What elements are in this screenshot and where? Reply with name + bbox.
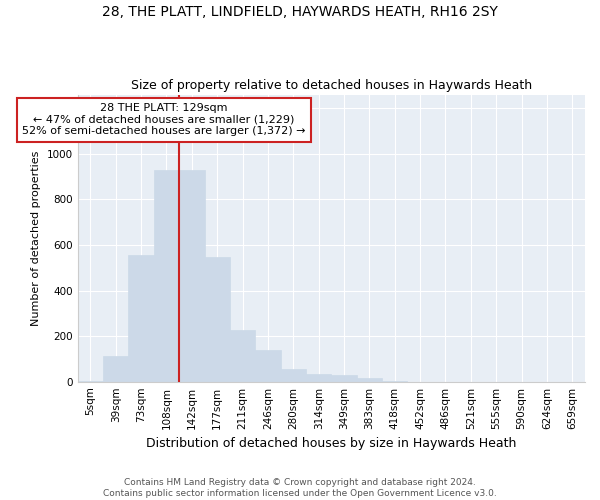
Bar	[154, 170, 179, 382]
Text: 28, THE PLATT, LINDFIELD, HAYWARDS HEATH, RH16 2SY: 28, THE PLATT, LINDFIELD, HAYWARDS HEATH…	[102, 5, 498, 19]
Text: Contains HM Land Registry data © Crown copyright and database right 2024.
Contai: Contains HM Land Registry data © Crown c…	[103, 478, 497, 498]
Bar	[382, 380, 407, 382]
Bar	[205, 257, 230, 382]
Bar	[255, 350, 281, 382]
Bar	[306, 374, 331, 382]
Text: 28 THE PLATT: 129sqm
← 47% of detached houses are smaller (1,229)
52% of semi-de: 28 THE PLATT: 129sqm ← 47% of detached h…	[22, 103, 305, 136]
X-axis label: Distribution of detached houses by size in Haywards Heath: Distribution of detached houses by size …	[146, 437, 517, 450]
Bar	[77, 380, 103, 382]
Title: Size of property relative to detached houses in Haywards Heath: Size of property relative to detached ho…	[131, 79, 532, 92]
Bar	[103, 356, 128, 382]
Bar	[230, 330, 255, 382]
Bar	[281, 368, 306, 382]
Bar	[128, 255, 154, 382]
Bar	[331, 376, 357, 382]
Bar	[357, 378, 382, 382]
Bar	[179, 170, 205, 382]
Y-axis label: Number of detached properties: Number of detached properties	[31, 150, 41, 326]
